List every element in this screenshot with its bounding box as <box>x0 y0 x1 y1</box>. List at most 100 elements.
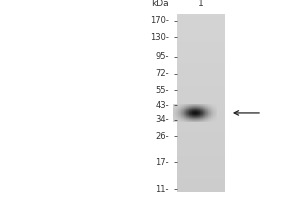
Bar <box>201 110 202 111</box>
Bar <box>196 115 197 116</box>
Bar <box>177 105 178 106</box>
Bar <box>192 119 193 120</box>
Bar <box>192 115 193 116</box>
Bar <box>182 118 183 119</box>
Bar <box>178 115 179 116</box>
Bar <box>216 113 217 114</box>
Bar <box>196 106 197 107</box>
Bar <box>196 112 197 113</box>
Bar <box>177 156 225 159</box>
Bar <box>190 106 191 107</box>
Bar <box>183 110 184 111</box>
Bar <box>214 110 215 111</box>
Bar <box>198 115 199 116</box>
Bar <box>185 118 186 119</box>
Bar <box>213 108 214 109</box>
Bar <box>191 116 192 117</box>
Bar <box>181 119 182 120</box>
Bar <box>184 113 185 114</box>
Bar <box>182 112 183 113</box>
Bar <box>173 113 174 114</box>
Bar <box>183 118 184 119</box>
Bar <box>174 117 175 118</box>
Bar <box>212 115 213 116</box>
Bar <box>214 109 215 110</box>
Bar <box>194 117 195 118</box>
Bar <box>177 154 225 156</box>
Bar <box>177 107 178 108</box>
Bar <box>177 23 225 25</box>
Bar <box>177 110 225 112</box>
Bar <box>173 120 174 121</box>
Bar <box>196 118 197 119</box>
Bar <box>183 117 184 118</box>
Bar <box>216 121 217 122</box>
Bar <box>190 114 191 115</box>
Bar <box>187 108 188 109</box>
Bar <box>214 114 215 115</box>
Bar <box>185 105 186 106</box>
Bar <box>195 119 196 120</box>
Bar <box>207 105 208 106</box>
Bar <box>177 159 225 161</box>
Bar <box>206 106 207 107</box>
Bar <box>212 118 213 119</box>
Bar <box>188 117 189 118</box>
Bar <box>177 109 178 110</box>
Bar <box>202 110 203 111</box>
Text: 11-: 11- <box>155 185 169 194</box>
Bar <box>198 105 199 106</box>
Bar <box>181 115 182 116</box>
Bar <box>198 110 199 111</box>
Bar <box>205 120 206 121</box>
Bar <box>197 118 198 119</box>
Bar <box>174 120 175 121</box>
Bar <box>186 115 187 116</box>
Bar <box>196 105 197 106</box>
Bar <box>201 115 202 116</box>
Bar <box>197 120 198 121</box>
Bar <box>193 115 194 116</box>
Bar <box>180 111 181 112</box>
Bar <box>177 119 178 120</box>
Bar <box>174 114 175 115</box>
Bar <box>212 107 213 108</box>
Bar <box>188 114 189 115</box>
Bar <box>188 113 189 114</box>
Bar <box>209 116 210 117</box>
Bar <box>209 106 210 107</box>
Bar <box>188 118 189 119</box>
Bar <box>205 115 206 116</box>
Bar <box>197 105 198 106</box>
Bar <box>199 117 200 118</box>
Bar <box>188 108 189 109</box>
Bar <box>177 58 225 61</box>
Bar <box>185 112 186 113</box>
Bar <box>178 118 179 119</box>
Bar <box>207 119 208 120</box>
Bar <box>177 152 225 154</box>
Bar <box>183 119 184 120</box>
Bar <box>185 114 186 115</box>
Bar <box>195 105 196 106</box>
Bar <box>194 118 195 119</box>
Bar <box>216 114 217 115</box>
Bar <box>199 108 200 109</box>
Bar <box>201 105 202 106</box>
Bar <box>185 120 186 121</box>
Bar <box>181 105 182 106</box>
Bar <box>201 111 202 112</box>
Bar <box>173 108 174 109</box>
Bar <box>174 106 175 107</box>
Bar <box>196 104 197 105</box>
Bar <box>208 110 209 111</box>
Bar <box>195 112 196 113</box>
Bar <box>195 110 196 111</box>
Text: kDa: kDa <box>151 0 169 8</box>
Bar <box>177 172 225 174</box>
Bar <box>203 119 204 120</box>
Bar <box>185 111 186 112</box>
Bar <box>207 110 208 111</box>
Bar <box>210 117 211 118</box>
Bar <box>211 117 212 118</box>
